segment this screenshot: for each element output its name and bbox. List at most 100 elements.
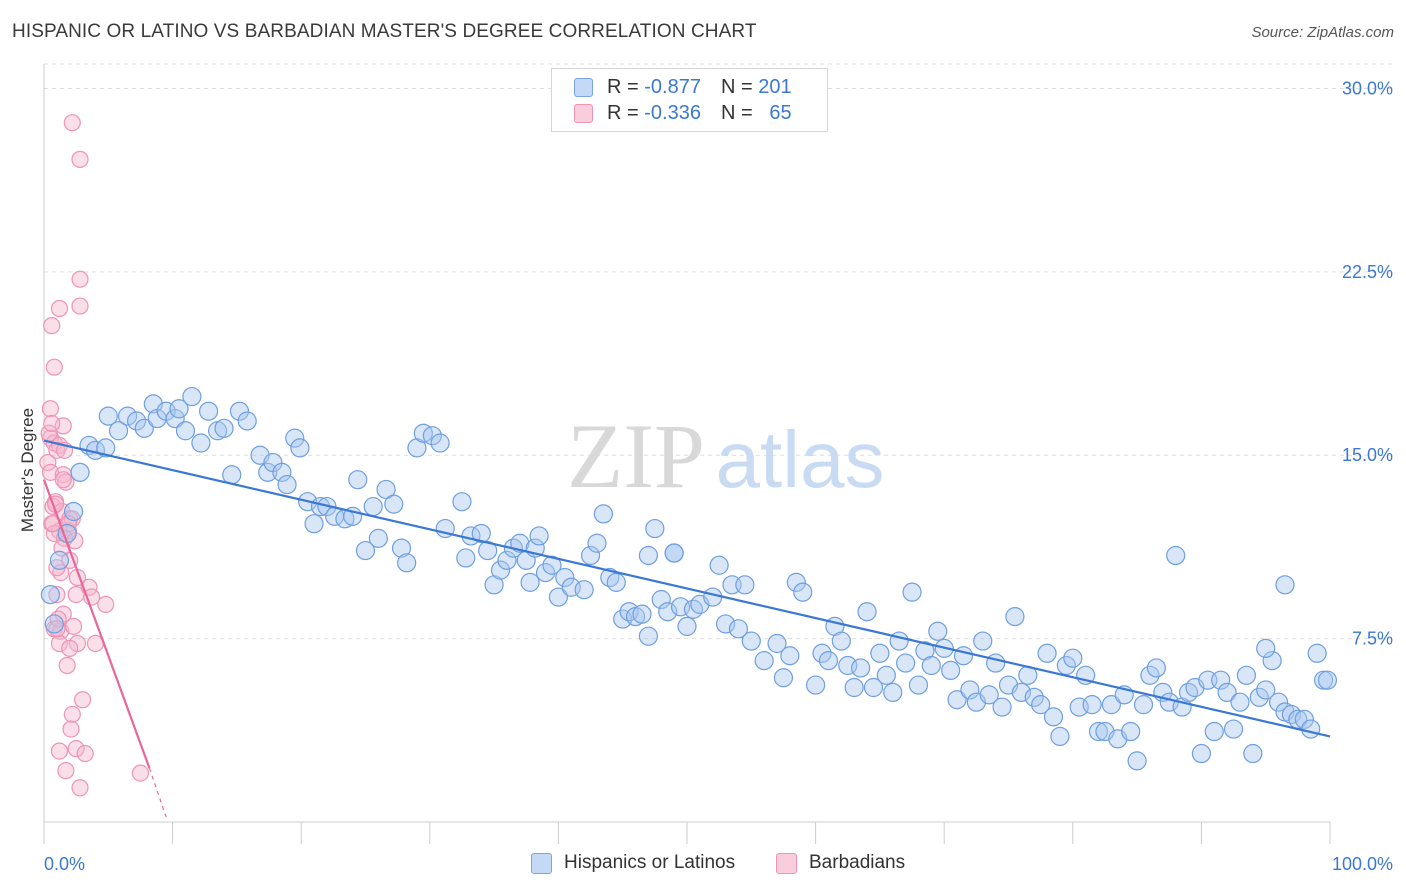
data-point [638,545,659,566]
data-point [67,585,85,604]
legend-r-value: -0.877 [644,75,701,98]
data-point [63,501,84,522]
data-point [883,682,903,703]
data-point [1294,709,1314,729]
data-point [645,518,665,539]
data-point [1275,575,1295,595]
data-point [61,639,79,657]
legend-row-hispanics: R = -0.877 N = 201 [574,75,792,99]
data-point [1230,692,1250,712]
data-point [555,567,575,588]
data-point [1082,695,1102,715]
data-point [767,633,787,654]
data-point [272,462,292,482]
legend-item-barbadians[interactable]: Barbadians [776,852,905,874]
data-point [229,401,250,421]
data-point [497,550,517,570]
data-point [1301,719,1321,739]
data-point [452,492,472,512]
data-point [638,626,659,646]
data-point [363,496,383,517]
data-point [1056,655,1076,676]
data-point [870,643,890,663]
data-point [741,631,761,651]
data-point [50,299,69,318]
data-point [490,560,511,580]
data-point [169,399,189,419]
data-point [535,562,556,583]
data-point [97,595,115,613]
data-point [863,677,884,698]
data-point [979,685,999,705]
data-point [67,740,85,758]
legend-swatch-pink [776,852,797,874]
data-point [44,614,64,634]
legend-swatch-blue [531,852,552,874]
source-label: Source: ZipAtlas.com [1251,24,1394,41]
data-point [134,418,154,438]
data-point [960,680,980,700]
data-point [126,411,147,431]
data-point [43,414,61,433]
watermark: ZIP atlas [567,405,884,507]
data-point [1043,707,1064,727]
data-point [1268,692,1289,712]
data-point [812,643,832,663]
watermark-zip: ZIP [567,405,705,507]
data-point [430,433,450,453]
data-point [71,270,89,288]
data-point [773,668,794,688]
data-point [818,651,839,671]
data-point [703,587,723,607]
data-point [58,656,76,675]
data-point [520,572,540,592]
data-point [76,744,94,763]
data-point [422,426,442,446]
legend-item-hispanics[interactable]: Hispanics or Latinos [531,852,735,874]
trend-line-hispanics [43,439,1331,738]
data-point [921,655,941,676]
data-point [658,602,678,622]
data-point [851,658,871,678]
data-point [1121,721,1141,742]
data-point [941,660,961,681]
data-point [397,553,417,573]
data-point [1249,687,1269,707]
data-point [71,150,89,168]
trend-line-barbadians-extension [148,768,167,818]
y-tick-label: 22.5% [1342,262,1393,282]
data-point [63,705,81,724]
data-point [1262,651,1282,671]
data-point [973,631,993,651]
data-point [857,602,877,622]
y-axis-label: Master's Degree [18,407,37,533]
data-point [57,473,75,491]
legend-swatch-pink [574,103,593,123]
data-point [304,514,324,534]
data-point [780,646,800,666]
data-point [40,584,61,605]
data-point [98,406,118,426]
data-point [1005,607,1025,627]
data-point [1223,719,1244,739]
data-point [1024,687,1044,707]
barbadians-points [39,114,150,797]
data-point [1307,643,1327,663]
x-tick-label: 0.0% [44,854,85,874]
data-point [471,523,491,544]
series-legend: Hispanics or Latinos Barbadians [0,852,1406,878]
data-point [947,690,967,710]
tick-labels: 7.5% 15.0% 22.5% 30.0% 0.0% 100.0% [44,78,1393,874]
data-point [117,406,138,426]
data-point [54,471,72,489]
data-point [41,400,60,418]
data-point [1140,665,1160,685]
data-point [290,438,310,458]
data-point [1011,682,1031,703]
data-point [793,582,813,602]
trend-line-barbadians [42,479,151,769]
data-point [542,555,562,575]
data-point [548,587,569,607]
data-point [715,614,736,634]
data-point [49,550,70,570]
